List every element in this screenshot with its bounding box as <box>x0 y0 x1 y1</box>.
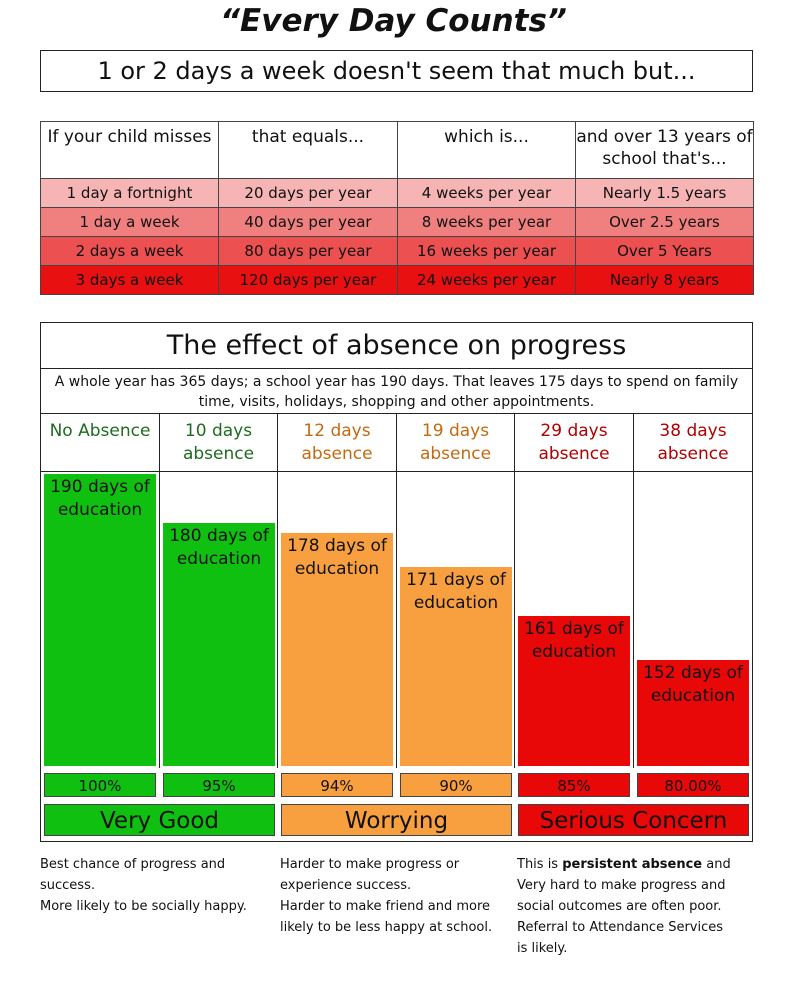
table-cell: Over 2.5 years <box>575 207 754 237</box>
panel-title: The effect of absence on progress <box>41 323 752 369</box>
bar <box>163 523 275 766</box>
table-row: 2 days a week 80 days per year 16 weeks … <box>40 236 754 266</box>
subtitle-box: 1 or 2 days a week doesn't seem that muc… <box>40 50 753 92</box>
column-header: 19 days absence <box>397 414 515 472</box>
bar <box>637 660 749 766</box>
table-cell: 40 days per year <box>218 207 398 237</box>
table-cell: 16 weeks per year <box>397 236 576 266</box>
table-cell: 4 weeks per year <box>397 178 576 208</box>
table-row: 3 days a week 120 days per year 24 weeks… <box>40 265 754 295</box>
bar-label: 161 days of education <box>524 619 624 662</box>
column-header: 10 days absence <box>160 414 278 472</box>
table-row: 1 day a fortnight 20 days per year 4 wee… <box>40 178 754 208</box>
table-cell: 8 weeks per year <box>397 207 576 237</box>
bar-column: 178 days of education <box>278 472 397 768</box>
table-cell: Nearly 1.5 years <box>575 178 754 208</box>
description-line: Harder to make friend and more <box>280 899 491 914</box>
description-text: This is persistent absence and Very hard … <box>517 854 731 959</box>
bar-column: 190 days of education <box>41 472 160 768</box>
description-text: Best chance of progress and success. More … <box>40 854 247 917</box>
column-header: No Absence <box>41 414 160 472</box>
absence-table: If your child misses that equals... whic… <box>40 121 754 295</box>
bar-label: 171 days of education <box>406 570 506 613</box>
percentage-label: 80.00% <box>637 773 749 797</box>
table-row: 1 day a week 40 days per year 8 weeks pe… <box>40 207 754 237</box>
description-line: Best chance of progress and <box>40 857 226 872</box>
bar-label: 190 days of education <box>50 477 150 520</box>
description-line: Referral to Attendance Services <box>517 920 724 935</box>
column-header: 12 days absence <box>278 414 397 472</box>
description-text: Harder to make progress or experience suc… <box>280 854 492 938</box>
bar-label: 178 days of education <box>287 536 387 579</box>
bar <box>44 474 156 766</box>
column-header: 38 days absence <box>634 414 752 472</box>
page-title: “Every Day Counts” <box>220 3 567 39</box>
description-line: More likely to be socially happy. <box>40 899 247 914</box>
bar-label: 152 days of education <box>643 663 743 706</box>
column-header: 29 days absence <box>515 414 634 472</box>
description-line: success. <box>40 878 95 893</box>
table-cell: 120 days per year <box>218 265 398 295</box>
percentage-label: 90% <box>400 773 512 797</box>
table-cell: 3 days a week <box>40 265 219 295</box>
description-line: is likely. <box>517 941 568 956</box>
table-cell: 1 day a week <box>40 207 219 237</box>
table-cell: 2 days a week <box>40 236 219 266</box>
bar <box>281 533 393 766</box>
table-cell: 20 days per year <box>218 178 398 208</box>
percentage-label: 94% <box>281 773 393 797</box>
percentage-label: 100% <box>44 773 156 797</box>
table-cell: 1 day a fortnight <box>40 178 219 208</box>
table-header-row: If your child misses that equals... whic… <box>40 121 754 179</box>
rating-band: Serious Concern <box>518 804 749 836</box>
bar-column: 171 days of education <box>397 472 515 768</box>
description-line: Harder to make progress or <box>280 857 460 872</box>
description-line: experience success. <box>280 878 412 893</box>
table-cell: 80 days per year <box>218 236 398 266</box>
description-line: social outcomes are often poor. <box>517 899 722 914</box>
description-line: Very hard to make progress and <box>517 878 726 893</box>
percentage-label: 85% <box>518 773 630 797</box>
table-cell: Nearly 8 years <box>575 265 754 295</box>
table-header-cell: and over 13 years of school that's... <box>575 121 754 179</box>
table-header-cell: that equals... <box>218 121 398 179</box>
bar-column: 180 days of education <box>160 472 278 768</box>
percentage-label: 95% <box>163 773 275 797</box>
table-header-cell: which is... <box>397 121 576 179</box>
bar <box>518 616 630 766</box>
description-line: This is persistent absence and <box>517 857 731 872</box>
bar <box>400 567 512 766</box>
bar-column: 152 days of education <box>634 472 752 768</box>
table-cell: Over 5 Years <box>575 236 754 266</box>
panel-note: A whole year has 365 days; a school year… <box>41 369 752 414</box>
table-cell: 24 weeks per year <box>397 265 576 295</box>
absence-effect-panel: The effect of absence on progress A whol… <box>40 322 753 842</box>
bar-label: 180 days of education <box>169 526 269 569</box>
bar-column: 161 days of education <box>515 472 634 768</box>
rating-band: Very Good <box>44 804 275 836</box>
description-line: likely to be less happy at school. <box>280 920 493 935</box>
table-header-cell: If your child misses <box>40 121 219 179</box>
rating-band: Worrying <box>281 804 512 836</box>
